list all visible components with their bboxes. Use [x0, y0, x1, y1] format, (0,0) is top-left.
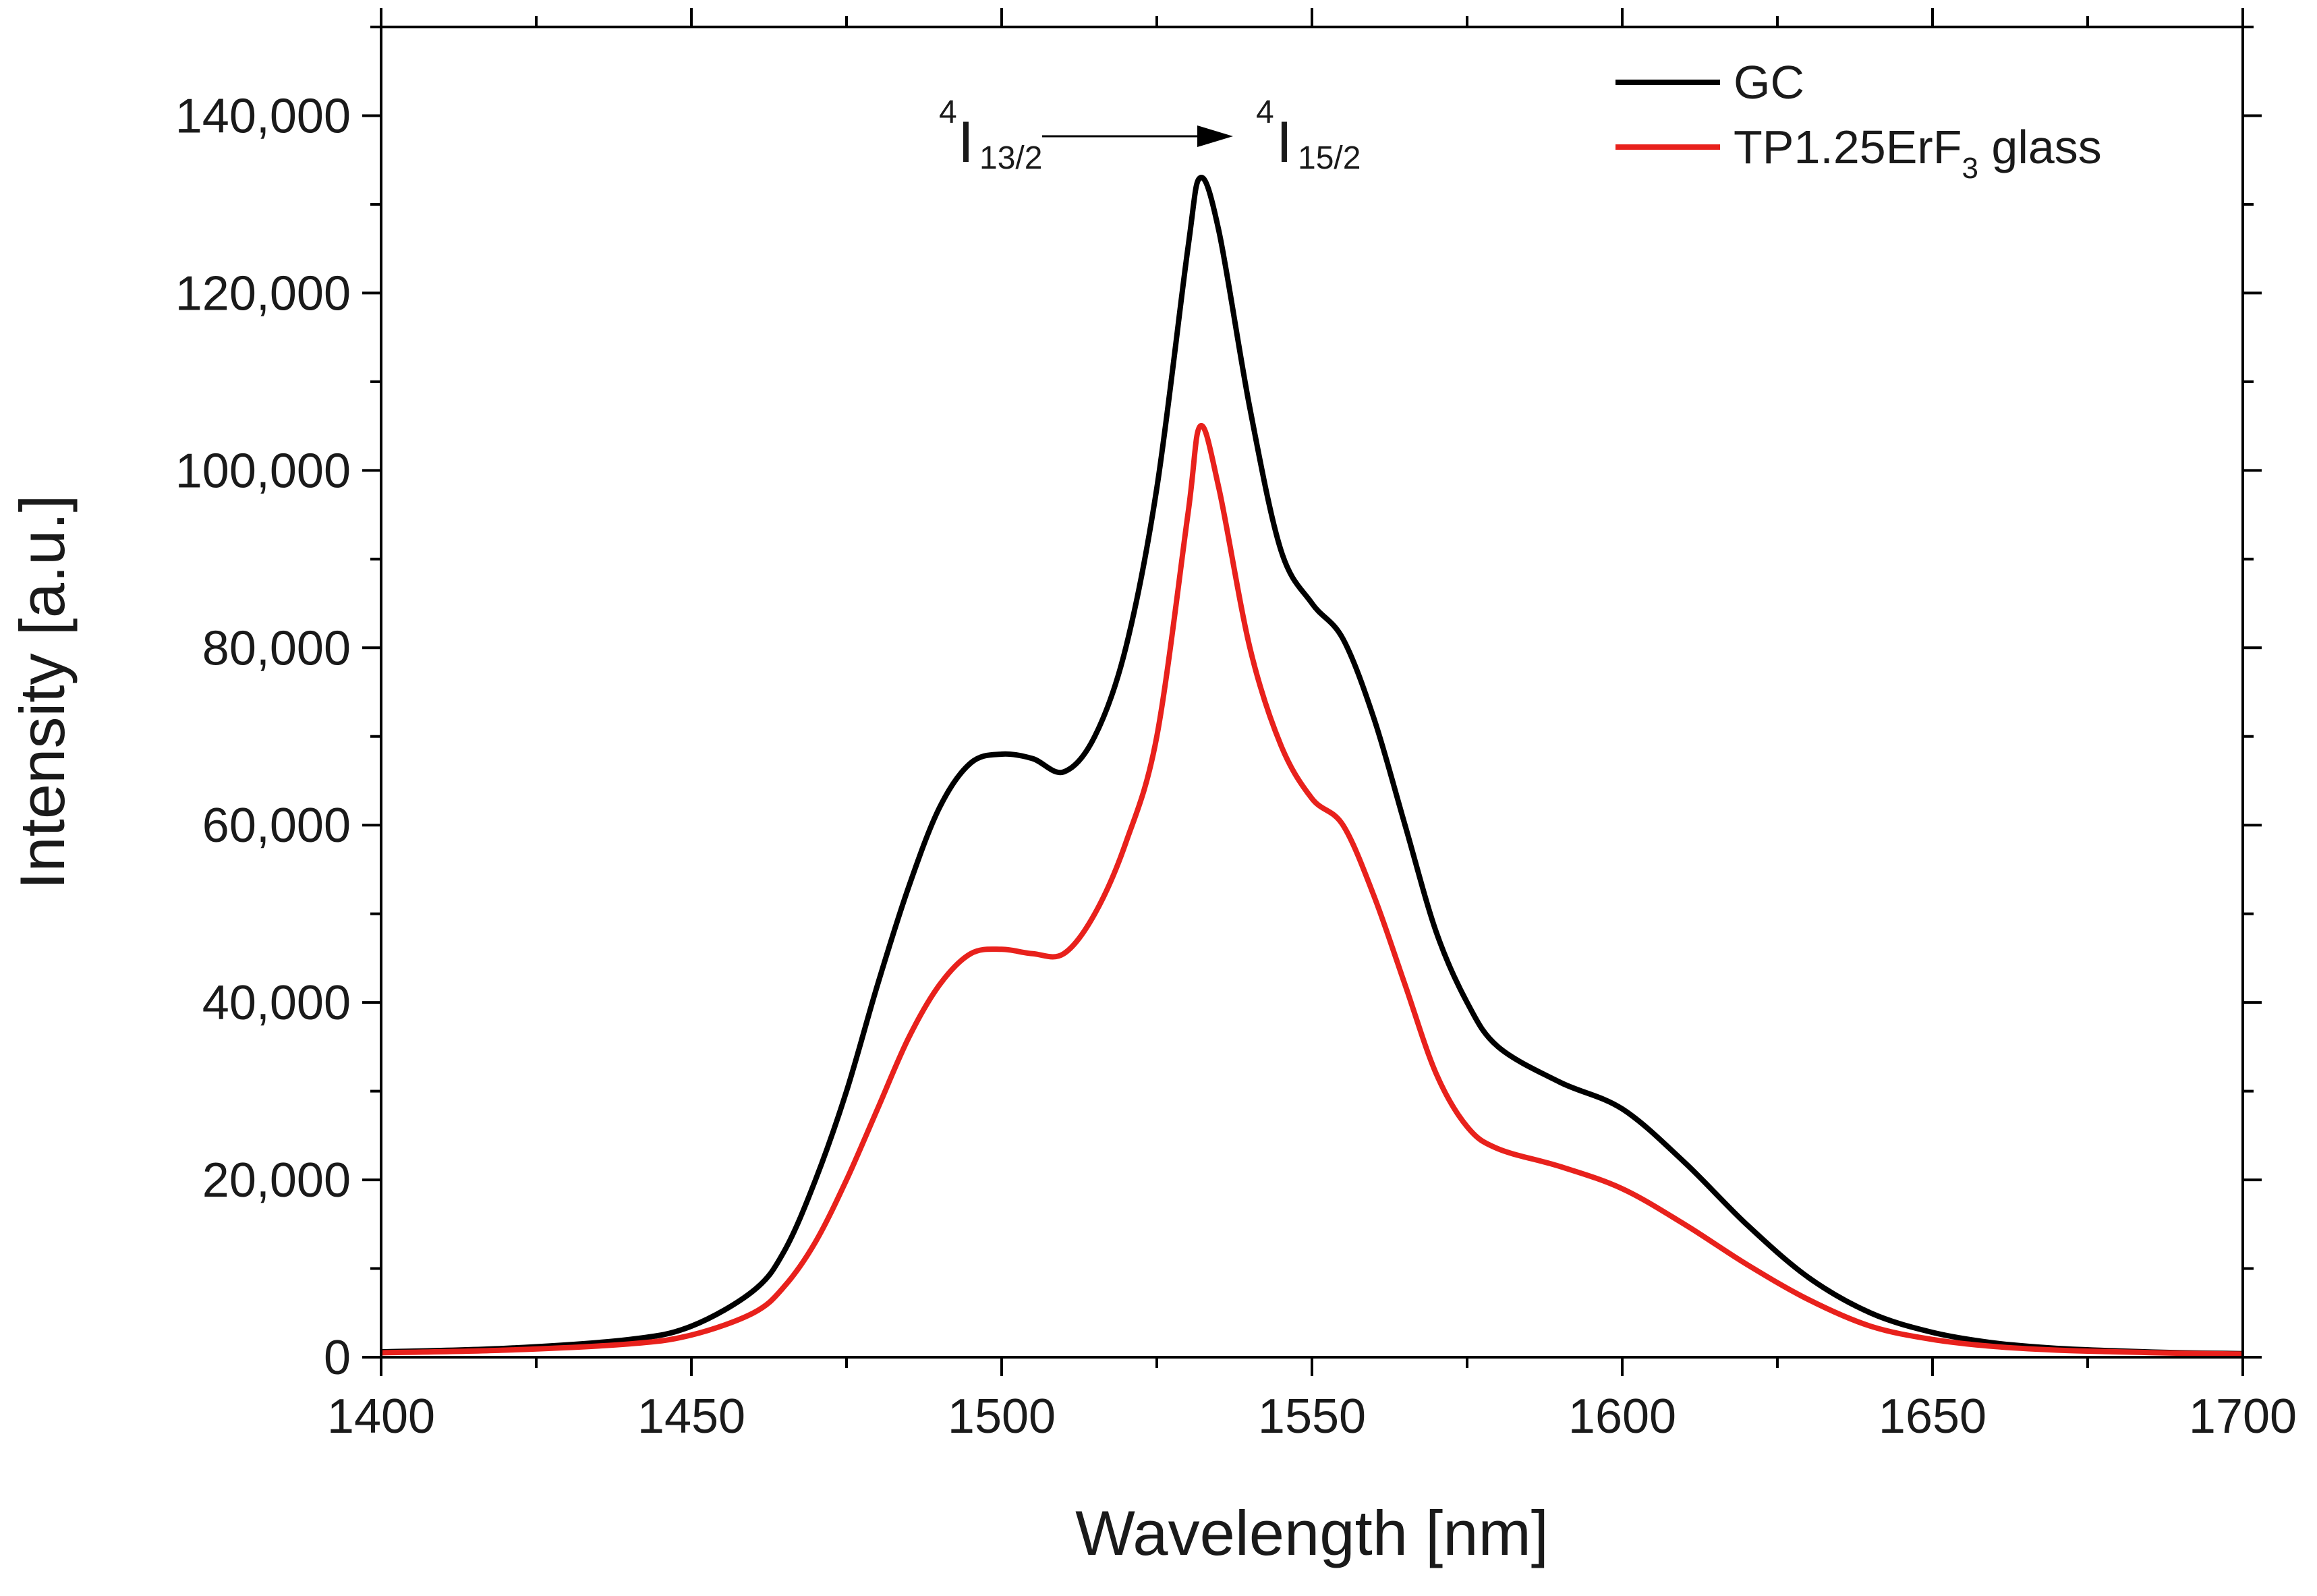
y-tick-label: 80,000: [202, 621, 351, 675]
x-tick-label: 1600: [1568, 1390, 1676, 1444]
annotation-to-sub: 15/2: [1298, 140, 1361, 176]
annotation-to-sup: 4: [1256, 94, 1274, 130]
y-tick-label: 20,000: [202, 1153, 351, 1207]
series-line-0: [380, 175, 2243, 1357]
series-lines: [380, 175, 2243, 1357]
y-tick-label: 60,000: [202, 799, 351, 853]
x-tick-label: 1650: [1879, 1390, 1986, 1444]
x-tick-label: 1700: [2189, 1390, 2297, 1444]
legend-label-tp: TP1.25ErF3 glass: [1734, 121, 2102, 185]
y-tick-label: 120,000: [175, 266, 351, 320]
annotation-from-main: I: [958, 110, 974, 175]
y-tick-label: 140,000: [175, 89, 351, 143]
annotation-to-main: I: [1276, 110, 1292, 175]
x-tick-label: 1400: [327, 1390, 435, 1444]
annotation-arrow-head: [1197, 125, 1233, 147]
axes: [380, 26, 2244, 1359]
legend-label-tp-sub: 3: [1962, 152, 1978, 185]
y-axis-title: Intensity [a.u.]: [7, 494, 78, 889]
legend-label-gc: GC: [1734, 56, 1804, 109]
x-tick-label: 1550: [1258, 1390, 1366, 1444]
x-tick-label: 1450: [637, 1390, 745, 1444]
series-line-1: [380, 423, 2243, 1357]
y-tick-label: 100,000: [175, 444, 351, 498]
annotation-from-sup: 4: [939, 94, 957, 130]
ticks: 1400 1450 1500 1550 1600 1650 1700 0 20,000 40,00…: [175, 8, 2297, 1444]
x-axis-title: Wavelength [nm]: [1075, 1498, 1549, 1568]
legend-label-tp-suffix: glass: [1978, 121, 2102, 173]
transition-annotation: 4 I 13/2 4 I 15/2: [939, 94, 1361, 176]
legend: GC TP1.25ErF3 glass: [1615, 56, 2102, 185]
annotation-from-sub: 13/2: [979, 140, 1042, 176]
y-tick-label: 40,000: [202, 976, 351, 1030]
y-tick-label: 0: [324, 1331, 351, 1385]
plot-frame: [380, 26, 2244, 1359]
legend-label-tp-main: TP1.25ErF: [1734, 121, 1962, 173]
x-tick-label: 1500: [948, 1390, 1056, 1444]
